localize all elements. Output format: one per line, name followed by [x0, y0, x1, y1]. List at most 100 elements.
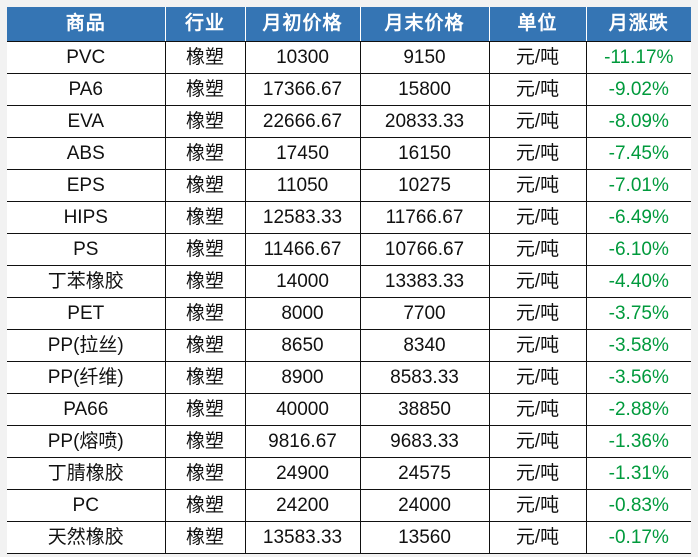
cell-monthly-change: -11.17% — [585, 41, 691, 74]
cell-commodity-name: PP(拉丝) — [7, 329, 165, 362]
cell-commodity-name: ABS — [7, 137, 165, 170]
cell-end-price: 38850 — [359, 393, 489, 426]
cell-commodity-name: PP(熔喷) — [7, 425, 165, 458]
table-body: PVC 橡塑 10300 9150 元/吨 -11.17% PA6 橡塑 17366.67 158… — [7, 41, 691, 554]
cell-commodity-name: PS — [7, 233, 165, 266]
table-row: PET 橡塑 8000 7700 元/吨 -3.75% — [7, 297, 691, 330]
cell-industry: 橡塑 — [164, 137, 245, 170]
cell-commodity-name: PP(纤维) — [7, 361, 165, 394]
cell-unit: 元/吨 — [488, 169, 586, 202]
cell-industry: 橡塑 — [164, 489, 245, 522]
cell-commodity-name: PA66 — [7, 393, 165, 426]
cell-industry: 橡塑 — [164, 169, 245, 202]
table-header: 商品 行业 月初价格 月末价格 单位 月涨跌 — [7, 7, 691, 42]
cell-commodity-name: PC — [7, 489, 165, 522]
cell-industry: 橡塑 — [164, 361, 245, 394]
cell-unit: 元/吨 — [488, 329, 586, 362]
table-row: 天然橡胶 橡塑 13583.33 13560 元/吨 -0.17% — [7, 521, 691, 554]
cell-unit: 元/吨 — [488, 41, 586, 74]
column-header-start-price: 月初价格 — [244, 7, 361, 42]
cell-unit: 元/吨 — [488, 137, 586, 170]
cell-industry: 橡塑 — [164, 201, 245, 234]
cell-end-price: 7700 — [359, 297, 489, 330]
cell-start-price: 17450 — [244, 137, 360, 170]
cell-monthly-change: -8.09% — [585, 105, 691, 138]
cell-start-price: 10300 — [244, 41, 360, 74]
cell-unit: 元/吨 — [488, 105, 586, 138]
cell-start-price: 9816.67 — [244, 425, 360, 458]
cell-monthly-change: -7.01% — [585, 169, 691, 202]
table-row: PP(熔喷) 橡塑 9816.67 9683.33 元/吨 -1.36% — [7, 425, 691, 458]
cell-unit: 元/吨 — [488, 457, 586, 490]
table-row: EVA 橡塑 22666.67 20833.33 元/吨 -8.09% — [7, 105, 691, 138]
cell-end-price: 10766.67 — [359, 233, 489, 266]
cell-start-price: 24200 — [244, 489, 360, 522]
table-row: PA66 橡塑 40000 38850 元/吨 -2.88% — [7, 393, 691, 426]
cell-monthly-change: -0.17% — [585, 521, 691, 554]
column-header-industry: 行业 — [164, 7, 246, 42]
cell-industry: 橡塑 — [164, 105, 245, 138]
cell-unit: 元/吨 — [488, 361, 586, 394]
cell-end-price: 9150 — [359, 41, 489, 74]
cell-start-price: 40000 — [244, 393, 360, 426]
cell-start-price: 8650 — [244, 329, 360, 362]
cell-monthly-change: -6.10% — [585, 233, 691, 266]
cell-commodity-name: 丁苯橡胶 — [7, 265, 165, 298]
cell-commodity-name: 丁腈橡胶 — [7, 457, 165, 490]
cell-start-price: 11466.67 — [244, 233, 360, 266]
cell-industry: 橡塑 — [164, 425, 245, 458]
table-row: HIPS 橡塑 12583.33 11766.67 元/吨 -6.49% — [7, 201, 691, 234]
column-header-end-price: 月末价格 — [359, 7, 490, 42]
cell-end-price: 13383.33 — [359, 265, 489, 298]
cell-commodity-name: PET — [7, 297, 165, 330]
cell-unit: 元/吨 — [488, 425, 586, 458]
cell-industry: 橡塑 — [164, 521, 245, 554]
cell-commodity-name: 天然橡胶 — [7, 521, 165, 554]
cell-end-price: 10275 — [359, 169, 489, 202]
table-row: PP(拉丝) 橡塑 8650 8340 元/吨 -3.58% — [7, 329, 691, 362]
table-row: ABS 橡塑 17450 16150 元/吨 -7.45% — [7, 137, 691, 170]
cell-end-price: 20833.33 — [359, 105, 489, 138]
cell-monthly-change: -4.40% — [585, 265, 691, 298]
cell-monthly-change: -2.88% — [585, 393, 691, 426]
cell-unit: 元/吨 — [488, 73, 586, 106]
cell-start-price: 22666.67 — [244, 105, 360, 138]
cell-end-price: 15800 — [359, 73, 489, 106]
cell-monthly-change: -9.02% — [585, 73, 691, 106]
cell-unit: 元/吨 — [488, 265, 586, 298]
table-row: 丁苯橡胶 橡塑 14000 13383.33 元/吨 -4.40% — [7, 265, 691, 298]
cell-start-price: 17366.67 — [244, 73, 360, 106]
cell-industry: 橡塑 — [164, 265, 245, 298]
cell-monthly-change: -7.45% — [585, 137, 691, 170]
cell-monthly-change: -0.83% — [585, 489, 691, 522]
cell-end-price: 13560 — [359, 521, 489, 554]
cell-start-price: 14000 — [244, 265, 360, 298]
table-row: EPS 橡塑 11050 10275 元/吨 -7.01% — [7, 169, 691, 202]
cell-industry: 橡塑 — [164, 41, 245, 74]
cell-start-price: 11050 — [244, 169, 360, 202]
cell-commodity-name: HIPS — [7, 201, 165, 234]
cell-monthly-change: -1.36% — [585, 425, 691, 458]
cell-end-price: 16150 — [359, 137, 489, 170]
cell-industry: 橡塑 — [164, 329, 245, 362]
cell-commodity-name: EPS — [7, 169, 165, 202]
cell-unit: 元/吨 — [488, 233, 586, 266]
table-row: PC 橡塑 24200 24000 元/吨 -0.83% — [7, 489, 691, 522]
price-table-container: 商品 行业 月初价格 月末价格 单位 月涨跌 PVC 橡塑 10300 9150 元/吨… — [7, 7, 691, 554]
table-header-row: 商品 行业 月初价格 月末价格 单位 月涨跌 — [7, 7, 691, 42]
cell-industry: 橡塑 — [164, 73, 245, 106]
cell-end-price: 8340 — [359, 329, 489, 362]
cell-end-price: 24000 — [359, 489, 489, 522]
cell-monthly-change: -3.75% — [585, 297, 691, 330]
cell-monthly-change: -6.49% — [585, 201, 691, 234]
cell-start-price: 13583.33 — [244, 521, 360, 554]
cell-unit: 元/吨 — [488, 521, 586, 554]
cell-monthly-change: -1.31% — [585, 457, 691, 490]
table-row: 丁腈橡胶 橡塑 24900 24575 元/吨 -1.31% — [7, 457, 691, 490]
table-row: PA6 橡塑 17366.67 15800 元/吨 -9.02% — [7, 73, 691, 106]
column-header-change: 月涨跌 — [585, 7, 691, 42]
cell-industry: 橡塑 — [164, 297, 245, 330]
table-row: PS 橡塑 11466.67 10766.67 元/吨 -6.10% — [7, 233, 691, 266]
cell-commodity-name: PVC — [7, 41, 165, 74]
cell-unit: 元/吨 — [488, 489, 586, 522]
